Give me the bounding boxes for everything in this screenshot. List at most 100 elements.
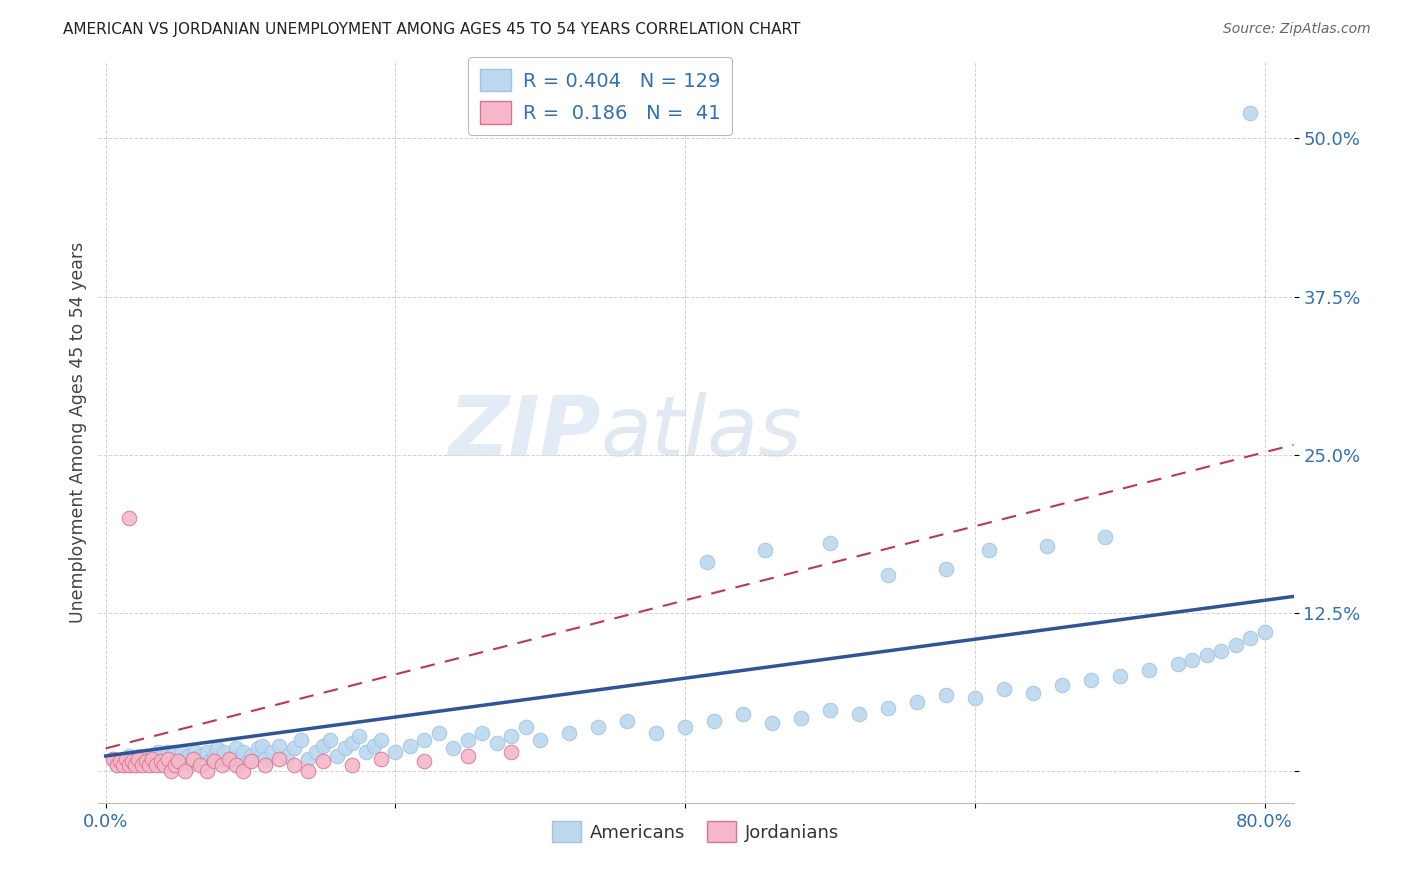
Point <box>127 751 149 765</box>
Point <box>457 749 479 764</box>
Point <box>283 741 305 756</box>
Point <box>127 751 149 765</box>
Point <box>108 754 131 768</box>
Point <box>131 757 153 772</box>
Point <box>222 749 245 764</box>
Point <box>761 716 783 731</box>
Point <box>211 757 233 772</box>
Point <box>160 764 183 779</box>
Point <box>586 720 609 734</box>
Point <box>1080 673 1102 687</box>
Point <box>1253 624 1275 639</box>
Point <box>228 751 250 765</box>
Point <box>146 745 169 759</box>
Point <box>269 739 291 753</box>
Point <box>149 749 172 764</box>
Point <box>239 754 262 768</box>
Point <box>877 701 900 715</box>
Point <box>191 757 214 772</box>
Point <box>1239 632 1261 646</box>
Point <box>1225 638 1247 652</box>
Point <box>157 754 180 768</box>
Point <box>118 749 141 764</box>
Point <box>153 751 176 765</box>
Point <box>135 754 157 768</box>
Point <box>269 751 291 765</box>
Point <box>118 511 141 525</box>
Point <box>754 542 776 557</box>
Point <box>131 754 153 768</box>
Point <box>979 542 1001 557</box>
Point <box>250 739 273 753</box>
Point <box>239 749 262 764</box>
Point <box>167 754 190 768</box>
Legend: Americans, Jordanians: Americans, Jordanians <box>546 814 846 849</box>
Point <box>935 562 957 576</box>
Point <box>501 745 523 759</box>
Point <box>117 754 139 768</box>
Point <box>1036 539 1059 553</box>
Point <box>905 694 928 708</box>
Point <box>162 749 184 764</box>
Point <box>1181 653 1204 667</box>
Point <box>276 749 298 764</box>
Point <box>1195 648 1218 662</box>
Point <box>120 757 142 772</box>
Point <box>124 757 146 772</box>
Point <box>186 754 208 768</box>
Point <box>118 757 141 772</box>
Point <box>139 751 162 765</box>
Point <box>152 757 174 772</box>
Point <box>1167 657 1189 671</box>
Point <box>152 754 174 768</box>
Point <box>148 757 170 772</box>
Point <box>108 754 131 768</box>
Point <box>138 754 160 768</box>
Point <box>246 741 269 756</box>
Point <box>138 757 160 772</box>
Point <box>174 764 197 779</box>
Point <box>370 751 392 765</box>
Point <box>312 754 335 768</box>
Point <box>167 754 190 768</box>
Point <box>297 751 319 765</box>
Point <box>214 745 236 759</box>
Point <box>188 757 211 772</box>
Point <box>160 751 183 765</box>
Point <box>1108 669 1130 683</box>
Point <box>529 732 551 747</box>
Point <box>558 726 581 740</box>
Point <box>105 757 128 772</box>
Point <box>101 751 124 765</box>
Point <box>290 732 312 747</box>
Text: atlas: atlas <box>600 392 801 473</box>
Point <box>326 749 349 764</box>
Point <box>165 757 187 772</box>
Point <box>145 757 167 772</box>
Point <box>731 707 754 722</box>
Point <box>703 714 725 728</box>
Point <box>645 726 668 740</box>
Point <box>155 745 177 759</box>
Point <box>253 757 276 772</box>
Point <box>427 726 450 740</box>
Point <box>225 757 247 772</box>
Point <box>236 754 259 768</box>
Point <box>356 745 378 759</box>
Point <box>319 732 342 747</box>
Point <box>143 754 166 768</box>
Point <box>818 703 841 717</box>
Point <box>195 745 218 759</box>
Text: AMERICAN VS JORDANIAN UNEMPLOYMENT AMONG AGES 45 TO 54 YEARS CORRELATION CHART: AMERICAN VS JORDANIAN UNEMPLOYMENT AMONG… <box>63 22 800 37</box>
Point <box>312 739 335 753</box>
Point <box>232 745 254 759</box>
Point <box>184 745 207 759</box>
Point <box>935 688 957 702</box>
Point <box>211 751 233 765</box>
Point <box>253 751 276 765</box>
Point <box>202 749 225 764</box>
Point <box>141 757 163 772</box>
Point <box>305 745 328 759</box>
Text: Source: ZipAtlas.com: Source: ZipAtlas.com <box>1223 22 1371 37</box>
Point <box>181 751 204 765</box>
